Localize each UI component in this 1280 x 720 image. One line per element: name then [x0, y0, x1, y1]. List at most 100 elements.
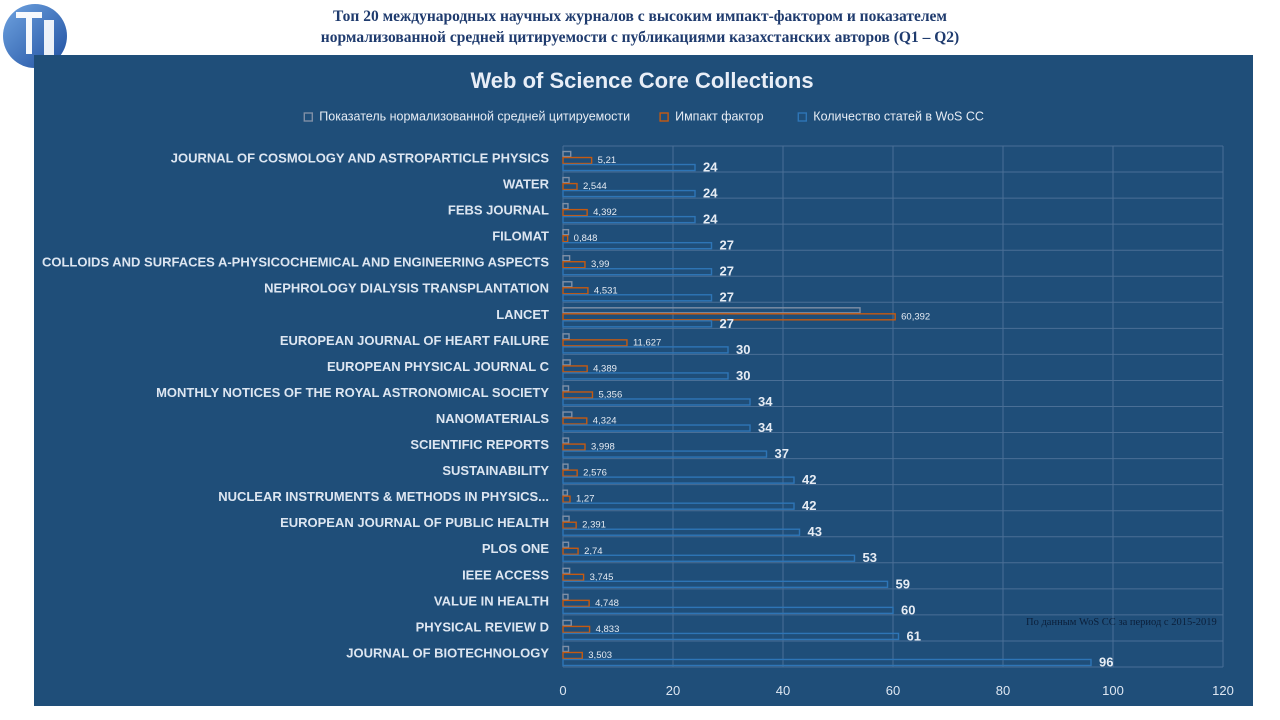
impact-factor-label: 60,392	[901, 311, 930, 322]
legend-label: Импакт фактор	[675, 109, 763, 123]
articles-count-bar	[562, 320, 713, 328]
articles-count-bar	[562, 346, 729, 354]
articles-count-label: 42	[802, 498, 816, 513]
impact-factor-label: 3,99	[591, 259, 610, 270]
category-label: NANOMATERIALS	[436, 411, 549, 426]
articles-count-label: 96	[1099, 654, 1113, 669]
citation-bar	[562, 359, 571, 366]
category-label: EUROPEAN JOURNAL OF HEART FAILURE	[280, 333, 549, 348]
impact-factor-label: 4,389	[593, 363, 617, 374]
articles-count-bar	[562, 398, 751, 406]
impact-factor-label: 3,998	[591, 442, 615, 453]
impact-factor-label: 2,74	[584, 546, 603, 557]
articles-count-label: 43	[808, 524, 822, 539]
articles-count-bar	[562, 163, 696, 172]
articles-count-label: 61	[907, 628, 921, 643]
impact-factor-label: 0,848	[574, 233, 598, 244]
x-tick-label: 100	[1102, 683, 1124, 698]
legend-swatch	[797, 112, 807, 122]
impact-factor-bar	[562, 469, 578, 477]
impact-factor-bar	[562, 156, 593, 165]
articles-count-bar	[562, 606, 894, 615]
citation-bar	[562, 541, 570, 548]
impact-factor-label: 4,531	[594, 285, 618, 296]
articles-count-bar	[562, 580, 889, 589]
impact-factor-label: 3,503	[588, 650, 612, 661]
x-tick-label: 80	[996, 683, 1010, 698]
impact-factor-bar	[562, 261, 586, 269]
articles-count-label: 24	[703, 212, 718, 227]
impact-factor-label: 2,544	[583, 181, 607, 192]
x-tick-label: 60	[886, 683, 900, 698]
articles-count-bar	[562, 554, 856, 562]
impact-factor-label: 4,324	[593, 416, 617, 427]
legend-swatch	[659, 112, 669, 122]
impact-factor-bar	[562, 573, 585, 582]
legend-swatch	[303, 112, 313, 122]
articles-count-label: 27	[720, 290, 734, 305]
citation-bar	[562, 437, 570, 444]
category-label: JOURNAL OF COSMOLOGY AND ASTROPARTICLE P…	[171, 150, 550, 165]
impact-factor-label: 5,21	[598, 155, 617, 166]
impact-factor-bar	[562, 495, 571, 503]
impact-factor-bar	[562, 391, 594, 399]
category-label: IEEE ACCESS	[462, 567, 549, 582]
articles-count-label: 53	[863, 550, 877, 565]
impact-factor-bar	[562, 521, 577, 529]
articles-count-bar	[562, 502, 795, 510]
citation-bar	[562, 333, 570, 340]
articles-count-bar	[562, 658, 1092, 667]
impact-factor-label: 4,748	[595, 598, 619, 609]
impact-factor-bar	[562, 417, 588, 425]
articles-count-label: 24	[703, 159, 718, 174]
impact-factor-bar	[562, 182, 578, 191]
category-label: PLOS ONE	[482, 541, 550, 556]
citation-bar	[562, 515, 570, 522]
chart-legend: Показатель нормализованной средней цитир…	[303, 109, 984, 123]
chart-panel: Web of Science Core Collections Показате…	[34, 55, 1253, 706]
citation-bar	[562, 228, 570, 236]
category-label: EUROPEAN JOURNAL OF PUBLIC HEALTH	[280, 515, 549, 530]
impact-factor-label: 2,576	[583, 468, 607, 479]
articles-count-label: 30	[736, 342, 750, 357]
impact-factor-bar	[562, 313, 896, 321]
citation-bar	[562, 593, 569, 601]
articles-count-label: 59	[896, 576, 910, 591]
chart-grid	[562, 145, 1224, 668]
category-label: PHYSICAL REVIEW D	[416, 619, 549, 634]
citation-bar	[562, 619, 572, 627]
impact-factor-bar	[562, 625, 591, 634]
articles-count-label: 27	[720, 264, 734, 279]
citation-bar	[562, 463, 569, 470]
impact-factor-bar	[562, 365, 588, 373]
x-tick-label: 40	[776, 683, 790, 698]
category-label: SCIENTIFIC REPORTS	[410, 437, 549, 452]
impact-factor-label: 5,356	[598, 389, 622, 400]
chart-bars: 5,21 24 2,544 24 4,392 24 0,848 27 3,99 27 4,531 27…	[562, 150, 1113, 669]
articles-count-bar	[562, 241, 713, 250]
impact-factor-bar	[562, 599, 590, 608]
impact-factor-bar	[562, 547, 579, 555]
impact-factor-label: 3,745	[590, 572, 614, 583]
articles-count-label: 42	[802, 472, 816, 487]
category-label: JOURNAL OF BIOTECHNOLOGY	[346, 645, 549, 660]
chart-title: Web of Science Core Collections	[470, 68, 813, 93]
articles-count-label: 34	[758, 394, 773, 409]
impact-factor-label: 1,27	[576, 494, 595, 505]
articles-count-bar	[562, 268, 713, 276]
category-label: LANCET	[496, 307, 549, 322]
page-title-line2: нормализованной средней цитируемости с п…	[320, 29, 960, 46]
impact-factor-bar	[562, 339, 628, 347]
articles-count-bar	[562, 476, 795, 484]
articles-count-bar	[562, 372, 729, 380]
impact-factor-label: 4,392	[593, 207, 617, 218]
category-label: VALUE IN HEALTH	[434, 593, 549, 608]
category-label: WATER	[503, 177, 550, 192]
citation-bar	[562, 645, 570, 653]
page-title: Топ 20 международных научных журналов с …	[150, 6, 1130, 48]
citation-bar	[562, 411, 573, 418]
impact-factor-bar	[562, 651, 583, 660]
category-label: SUSTAINABILITY	[442, 463, 549, 478]
citation-bar	[562, 176, 570, 184]
articles-count-label: 34	[758, 420, 773, 435]
